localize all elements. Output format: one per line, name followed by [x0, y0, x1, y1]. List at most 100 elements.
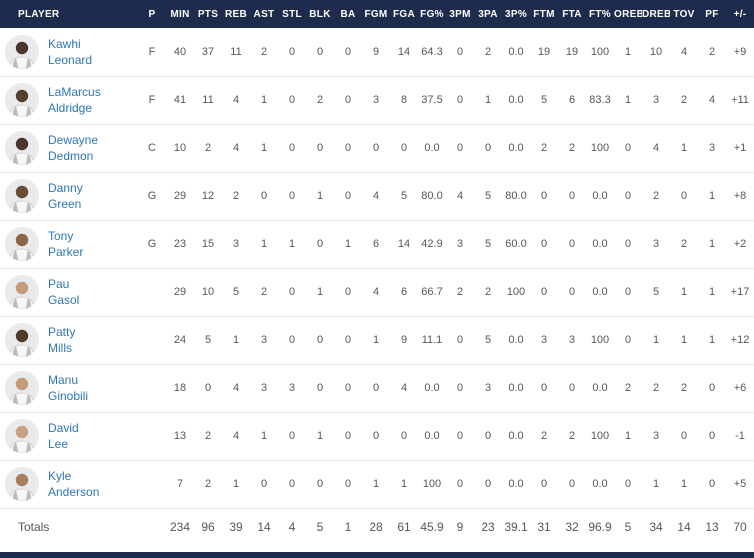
stat-cell: 0.0	[592, 238, 608, 250]
player-link[interactable]: Kyle Anderson	[5, 467, 138, 501]
stat-cell: 1	[680, 286, 688, 298]
player-link[interactable]: Patty Mills	[5, 323, 138, 357]
stat-cell: 0	[708, 430, 716, 442]
stat-cell: 7	[176, 478, 184, 490]
stat-cell: 19	[565, 45, 579, 58]
totals-stat-cell: 32	[565, 519, 579, 534]
player-first-name: Kyle	[48, 469, 72, 483]
stat-cell: 6	[400, 286, 408, 298]
stat-cell: 0	[316, 238, 324, 250]
stat-cell: 1	[232, 478, 240, 490]
stat-cell: 3	[708, 142, 716, 154]
player-link[interactable]: Danny Green	[5, 179, 138, 213]
stat-cell: 13	[173, 430, 187, 442]
player-first-name: David	[48, 421, 79, 435]
player-name: Patty Mills	[48, 324, 75, 356]
stat-cell: 0	[400, 142, 408, 154]
stat-cell: 0.0	[592, 286, 608, 298]
stat-cell: 0.0	[592, 190, 608, 202]
stat-cell: 0	[260, 478, 268, 490]
player-link[interactable]: Manu Ginobili	[5, 371, 138, 405]
stat-cell: 0	[624, 142, 632, 154]
stat-cell: 10	[173, 142, 187, 154]
stat-cell: 10	[201, 286, 215, 298]
stat-cell: 1	[708, 334, 716, 346]
stat-cell: 4	[232, 430, 240, 442]
column-header-stl: STL	[278, 0, 306, 28]
stat-cell: 1	[260, 238, 268, 250]
player-last-name: Dedmon	[48, 149, 94, 163]
table-row: Dewayne Dedmon C 10 2 4 1 0 0 0 0 0 0.0 0 0 0.0 2 2 100 0 4 1…	[0, 124, 754, 172]
stat-cell: 3	[540, 334, 548, 346]
stat-cell: 3	[652, 430, 660, 442]
player-link[interactable]: Dewayne Dedmon	[5, 131, 138, 165]
player-first-name: LaMarcus	[48, 85, 101, 99]
player-link[interactable]: Pau Gasol	[5, 275, 138, 309]
stat-cell: 2	[204, 478, 212, 490]
stat-cell: 9	[372, 45, 380, 58]
player-link[interactable]: Kawhi Leonard	[5, 34, 138, 69]
player-link[interactable]: Tony Parker	[5, 227, 138, 261]
stat-cell: 4	[400, 382, 408, 394]
stat-cell: 1	[260, 142, 268, 154]
stat-cell: 0	[372, 142, 380, 154]
player-headshot-icon	[5, 131, 39, 165]
player-link[interactable]: David Lee	[5, 419, 138, 453]
stat-cell: 0	[568, 238, 576, 250]
player-link[interactable]: LaMarcus Aldridge	[5, 83, 138, 117]
stat-cell: 4	[372, 190, 380, 202]
totals-stat-cell: 14	[677, 519, 691, 534]
stat-cell: 2	[652, 190, 660, 202]
totals-stat-cell: 9	[456, 519, 464, 534]
player-cell: Manu Ginobili	[0, 364, 138, 412]
stat-cell: 0	[204, 382, 212, 394]
player-headshot-icon	[5, 275, 39, 309]
player-last-name: Aldridge	[48, 101, 93, 115]
stat-cell: 2	[568, 142, 576, 154]
totals-stat-cell: 23	[481, 519, 495, 534]
stat-cell: 5	[484, 238, 492, 250]
stat-cell: 0	[540, 238, 548, 250]
stat-cell: 0	[540, 190, 548, 202]
totals-stat-cell: 70	[733, 519, 747, 534]
player-headshot-icon	[5, 179, 39, 213]
stat-cell: 3	[288, 382, 296, 394]
column-header-player: PLAYER	[0, 0, 138, 28]
stat-cell: 0.0	[424, 430, 440, 442]
position-cell	[138, 364, 166, 412]
stat-cell: 0	[624, 478, 632, 490]
stat-cell: 66.7	[421, 286, 443, 298]
player-cell: Kyle Anderson	[0, 460, 138, 508]
stat-cell: 60.0	[505, 238, 527, 250]
stat-cell: 0	[540, 286, 548, 298]
table-row: Kyle Anderson 7 2 1 0 0 0 0 1 1 100 0 0 0.0 0 0 0.0 0 1 1 0 +5	[0, 460, 754, 508]
stat-cell: 3	[372, 94, 380, 106]
stat-cell: 0	[624, 190, 632, 202]
table-row: Kawhi Leonard F 40 37 11 2 0 0 0 9 14 64.3 0 2 0.0 19 19 1…	[0, 28, 754, 76]
stat-cell: 1	[232, 334, 240, 346]
stat-cell: +1	[733, 142, 747, 154]
stat-cell: 2	[540, 142, 548, 154]
player-first-name: Manu	[48, 373, 79, 387]
stat-cell: 0.0	[508, 478, 524, 490]
totals-stat-cell: 1	[344, 519, 352, 534]
player-cell: Pau Gasol	[0, 268, 138, 316]
player-name: Kyle Anderson	[48, 468, 99, 500]
stat-cell: 0	[456, 94, 464, 106]
position-cell	[138, 412, 166, 460]
stat-cell: 4	[232, 142, 240, 154]
column-header-dreb: DREB	[642, 0, 670, 28]
totals-stat-cell: 39	[229, 519, 243, 534]
totals-stat-cell: 14	[257, 519, 271, 534]
stat-cell: 2	[624, 382, 632, 394]
player-cell: Tony Parker	[0, 220, 138, 268]
stat-cell: 4	[652, 142, 660, 154]
stat-cell: 0	[344, 45, 352, 58]
totals-stat-cell: 34	[649, 519, 663, 534]
stat-cell: 0	[344, 142, 352, 154]
stat-cell: 3	[568, 334, 576, 346]
stat-cell: 2	[204, 142, 212, 154]
totals-position-cell	[138, 508, 166, 545]
stat-cell: 0	[316, 45, 324, 58]
stat-cell: 2	[316, 94, 324, 106]
